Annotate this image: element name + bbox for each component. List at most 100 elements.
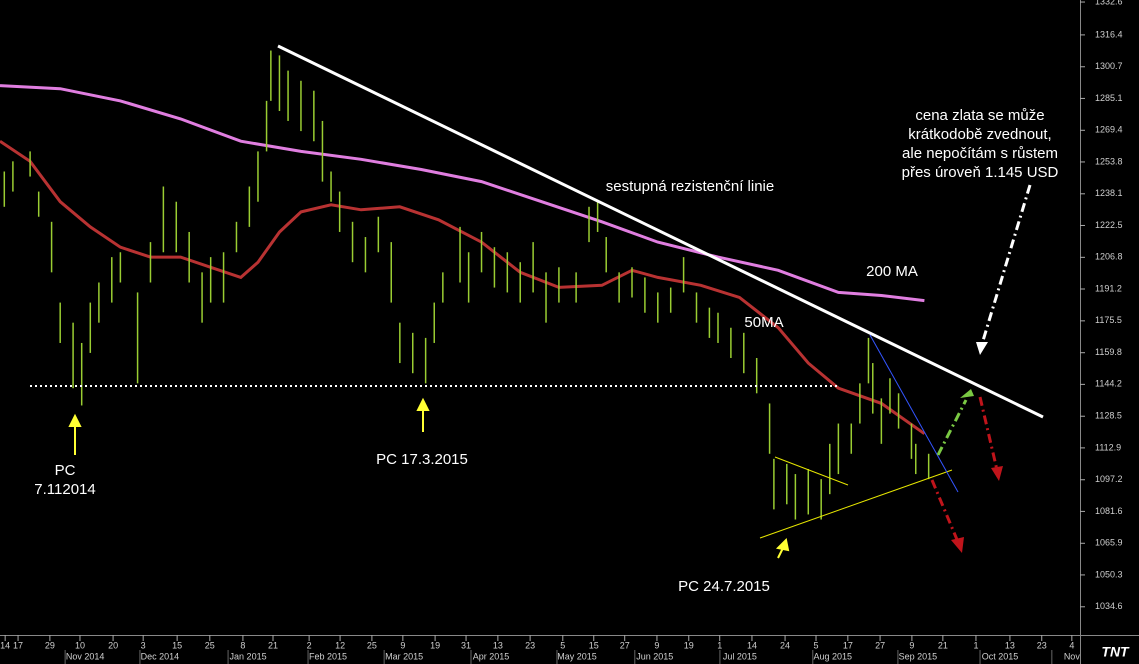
y-tick-label: 1159.8 — [1095, 347, 1122, 357]
y-tick-label: 1081.6 — [1095, 506, 1123, 516]
pc-arrows — [68, 397, 790, 559]
month-label: Jul 2015 — [723, 651, 757, 661]
series-label: 200 MA — [866, 263, 918, 280]
x-tick-label: 10 — [75, 640, 85, 650]
arrow-head — [976, 342, 988, 355]
y-tick-label: 1034.6 — [1095, 601, 1123, 611]
x-tick-label: 3 — [141, 640, 146, 650]
y-tick-label: 1065.9 — [1095, 538, 1123, 548]
arrow-head — [775, 537, 790, 552]
month-label: Apr 2015 — [473, 651, 510, 661]
month-label: Feb 2015 — [309, 651, 347, 661]
x-tick-label: 8 — [240, 640, 245, 650]
blue-trend — [869, 334, 959, 493]
y-tick-label: 1112.9 — [1095, 442, 1121, 452]
x-tick-label: 13 — [1005, 640, 1015, 650]
x-tick-label: 27 — [620, 640, 630, 650]
x-tick-label: 14 — [0, 640, 10, 650]
month-label: May 2015 — [557, 651, 597, 661]
moving-average — [0, 84, 925, 303]
x-tick-label: 13 — [493, 640, 503, 650]
resistance-line — [277, 44, 1044, 419]
annotation: cena zlata se může — [915, 107, 1044, 124]
arrow — [936, 399, 968, 456]
annotation: ale nepočítám s růstem — [902, 145, 1058, 162]
y-tick-label: 1128.5 — [1095, 411, 1122, 421]
y-tick-label: 1332.6 — [1095, 0, 1123, 6]
y-tick-label: 1191.2 — [1095, 283, 1122, 293]
y-tick-label: 1097.2 — [1095, 474, 1123, 484]
arrow-head — [416, 397, 430, 411]
x-tick-label: 1 — [973, 640, 978, 650]
month-label: Nov — [1064, 651, 1081, 661]
x-tick-label: 21 — [268, 640, 278, 650]
annotation: PC 24.7.2015 — [678, 578, 770, 595]
x-tick-label: 4 — [1069, 640, 1074, 650]
arrow-head — [951, 537, 964, 553]
logo: TNT — [1101, 644, 1130, 660]
arrow-head — [68, 413, 82, 427]
x-tick-label: 9 — [400, 640, 405, 650]
x-tick-label: 17 — [843, 640, 853, 650]
x-tick-label: 17 — [13, 640, 23, 650]
annotation: sestupná rezistenční linie — [606, 178, 774, 195]
arrow — [978, 396, 999, 471]
x-tick-label: 12 — [335, 640, 345, 650]
logo-box — [1092, 643, 1139, 664]
annotation: PC 17.3.2015 — [376, 451, 468, 468]
x-tick-label: 25 — [367, 640, 377, 650]
y-tick-label: 1222.5 — [1095, 220, 1123, 230]
month-label: Nov 2014 — [66, 651, 105, 661]
y-tick-label: 1175.5 — [1095, 315, 1122, 325]
y-tick-label: 1253.8 — [1095, 156, 1123, 166]
month-label: Sep 2015 — [899, 651, 938, 661]
annotation: krátkodobě zvednout, — [908, 126, 1051, 143]
y-tick-label: 1238.1 — [1095, 188, 1123, 198]
x-tick-label: 15 — [589, 640, 599, 650]
month-label: Aug 2015 — [814, 651, 853, 661]
month-label: Mar 2015 — [385, 651, 423, 661]
x-tick-label: 29 — [45, 640, 55, 650]
y-tick-label: 1050.3 — [1095, 569, 1123, 579]
x-tick-label: 14 — [747, 640, 757, 650]
x-tick-label: 9 — [654, 640, 659, 650]
x-tick-label: 27 — [875, 640, 885, 650]
month-label: Jan 2015 — [230, 651, 267, 661]
arrows — [930, 184, 1032, 543]
annotation: 7.112014 — [34, 481, 95, 498]
y-tick-label: 1285.1 — [1095, 93, 1123, 103]
moving-average — [0, 139, 926, 435]
x-tick-label: 31 — [461, 640, 471, 650]
annotation: přes úroveň 1.145 USD — [902, 164, 1059, 181]
x-tick-label: 1 — [717, 640, 722, 650]
triangle-top — [774, 456, 849, 486]
x-tick-label: 19 — [430, 640, 440, 650]
annotation: PC — [55, 462, 76, 479]
y-tick-label: 1144.2 — [1095, 379, 1122, 389]
support-trend — [759, 469, 953, 539]
plot-area — [0, 50, 930, 520]
x-tick-label: 9 — [909, 640, 914, 650]
x-tick-label: 20 — [108, 640, 118, 650]
arrow — [980, 184, 1032, 345]
x-tick-label: 24 — [780, 640, 790, 650]
x-tick-label: 5 — [814, 640, 819, 650]
month-label: Dec 2014 — [141, 651, 180, 661]
x-tick-label: 23 — [525, 640, 535, 650]
series-label: 50MA — [744, 314, 783, 331]
y-tick-label: 1206.8 — [1095, 252, 1123, 262]
x-tick-label: 15 — [172, 640, 182, 650]
x-tick-label: 19 — [684, 640, 694, 650]
x-tick-label: 21 — [938, 640, 948, 650]
x-tick-label: 25 — [205, 640, 215, 650]
y-tick-label: 1316.4 — [1095, 29, 1123, 39]
arrow-head — [960, 389, 974, 398]
y-tick-label: 1269.4 — [1095, 125, 1123, 135]
x-tick-label: 5 — [560, 640, 565, 650]
x-axis-band — [0, 635, 1080, 664]
x-tick-label: 23 — [1037, 640, 1047, 650]
arrow-head — [991, 466, 1003, 481]
